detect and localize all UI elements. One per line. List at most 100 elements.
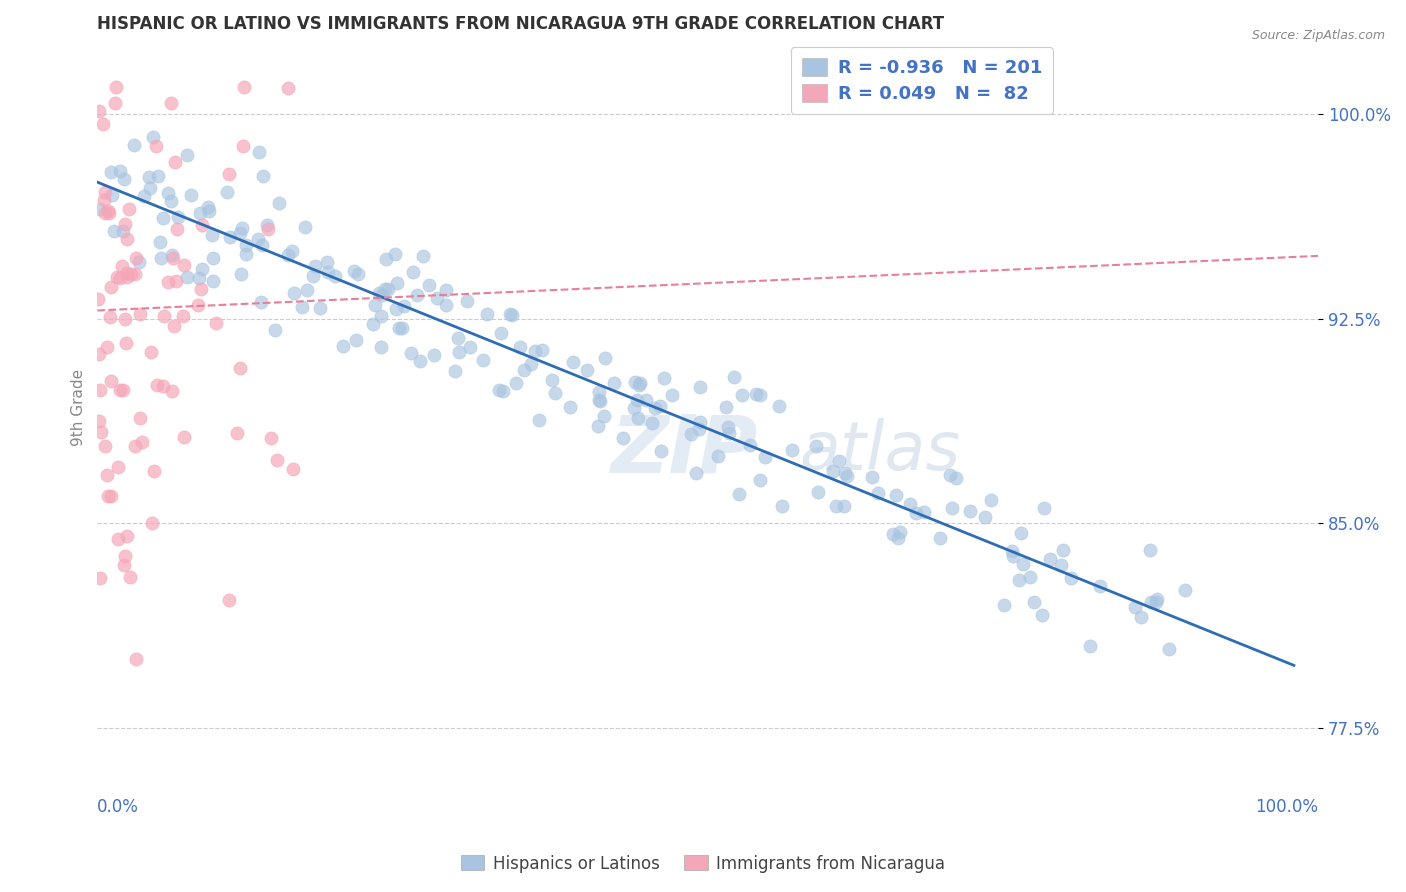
Point xyxy=(218,592,240,607)
Point xyxy=(91,117,114,131)
Point xyxy=(232,139,254,153)
Point xyxy=(689,380,711,394)
Point xyxy=(1078,639,1101,653)
Point xyxy=(804,439,827,453)
Point xyxy=(1139,595,1161,609)
Point xyxy=(172,309,194,323)
Point xyxy=(111,224,134,238)
Point xyxy=(707,449,730,463)
Point xyxy=(612,431,634,445)
Point xyxy=(118,570,141,584)
Point xyxy=(152,211,174,225)
Point xyxy=(103,224,125,238)
Point xyxy=(388,320,411,334)
Point xyxy=(105,79,128,94)
Point xyxy=(636,393,658,408)
Point xyxy=(544,385,567,400)
Point xyxy=(391,320,413,334)
Point xyxy=(139,181,162,195)
Y-axis label: 9th Grade: 9th Grade xyxy=(72,368,86,446)
Point xyxy=(689,416,711,430)
Point xyxy=(886,488,908,502)
Point xyxy=(344,333,367,347)
Point xyxy=(728,487,751,501)
Point xyxy=(218,167,240,181)
Point xyxy=(661,388,683,402)
Point xyxy=(160,248,183,262)
Point xyxy=(97,203,120,218)
Point xyxy=(159,194,181,208)
Point xyxy=(188,270,211,285)
Point xyxy=(283,285,305,300)
Point xyxy=(87,347,110,361)
Point xyxy=(714,400,737,414)
Point xyxy=(267,195,290,210)
Point xyxy=(422,348,444,362)
Point xyxy=(489,326,512,341)
Point xyxy=(114,549,136,563)
Point xyxy=(201,228,224,243)
Point xyxy=(167,210,190,224)
Point xyxy=(882,527,904,541)
Point xyxy=(316,255,339,269)
Point xyxy=(529,413,551,427)
Point xyxy=(520,357,543,371)
Point xyxy=(623,401,645,415)
Point xyxy=(575,363,598,377)
Point xyxy=(628,378,651,392)
Point xyxy=(523,343,546,358)
Point xyxy=(993,599,1015,613)
Point xyxy=(1090,579,1112,593)
Point xyxy=(384,247,406,261)
Point xyxy=(159,95,181,110)
Point xyxy=(1060,571,1083,585)
Point xyxy=(370,309,392,323)
Point xyxy=(190,282,212,296)
Point xyxy=(115,529,138,543)
Point xyxy=(152,379,174,393)
Point xyxy=(488,383,510,397)
Point xyxy=(477,307,499,321)
Point xyxy=(187,298,209,312)
Point xyxy=(385,276,408,290)
Point xyxy=(266,453,288,467)
Point xyxy=(1039,551,1062,566)
Point xyxy=(96,340,118,354)
Point xyxy=(1146,592,1168,607)
Point xyxy=(229,226,252,240)
Point xyxy=(371,288,394,302)
Point xyxy=(114,311,136,326)
Point xyxy=(97,205,120,219)
Point xyxy=(160,384,183,398)
Point xyxy=(499,307,522,321)
Point xyxy=(280,244,302,258)
Point xyxy=(115,335,138,350)
Point xyxy=(120,267,142,281)
Point xyxy=(128,411,150,425)
Text: 100.0%: 100.0% xyxy=(1256,798,1319,816)
Point xyxy=(1011,557,1033,571)
Point xyxy=(111,259,134,273)
Point xyxy=(650,444,672,458)
Point xyxy=(163,318,186,333)
Point xyxy=(588,392,610,407)
Point xyxy=(93,439,115,453)
Point xyxy=(374,282,396,296)
Point xyxy=(505,376,527,390)
Point xyxy=(191,262,214,277)
Point xyxy=(377,282,399,296)
Point xyxy=(560,400,582,414)
Point xyxy=(100,310,122,324)
Point xyxy=(162,251,184,265)
Point xyxy=(165,274,187,288)
Point xyxy=(132,189,155,203)
Point xyxy=(198,203,221,218)
Point xyxy=(89,425,111,439)
Point xyxy=(332,339,354,353)
Point xyxy=(283,461,305,475)
Point xyxy=(176,148,198,162)
Point xyxy=(104,96,127,111)
Point xyxy=(929,531,952,545)
Point xyxy=(688,422,710,436)
Point xyxy=(941,501,963,516)
